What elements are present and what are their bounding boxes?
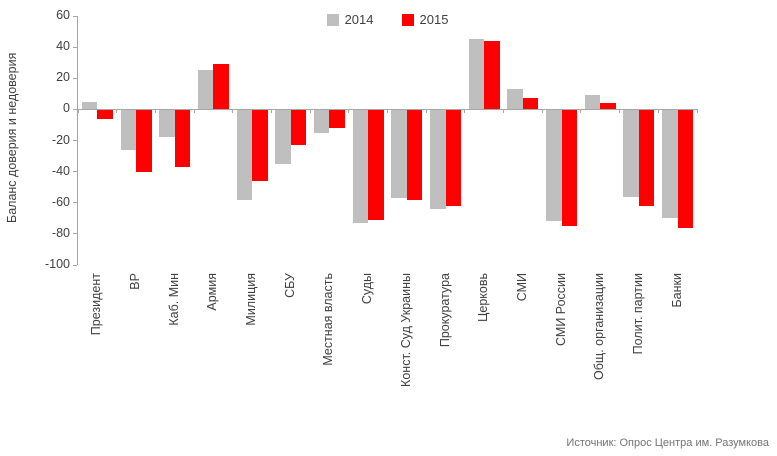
legend-label-2015: 2015 [419,12,449,27]
y-tick-label: 0 [63,101,70,116]
y-axis-tick [73,15,77,17]
y-axis-tick [73,140,77,141]
bar-2014-СМИ [507,89,523,110]
x-axis-tick [309,109,311,114]
bar-2015-Банки [677,109,694,228]
x-label-Прокуратура: Прокуратура [437,273,452,348]
bar-2015-СМИ [522,98,539,110]
y-tick-label: 60 [56,8,70,22]
x-label-Каб. Мин: Каб. Мин [166,273,181,326]
bar-2015-Местная власть [329,109,345,129]
legend-label-2014: 2014 [344,12,374,27]
y-axis-title: Баланс доверия и недоверия [5,52,19,224]
y-tick-label: -100 [44,257,70,271]
bar-2014-Местная власть [313,109,330,133]
x-label-Суды: Суды [360,273,375,305]
bar-2015-Армия [213,64,229,110]
x-axis-tick [348,109,350,114]
y-tick-label: -20 [51,132,70,147]
y-axis-tick [73,171,77,173]
bar-2015-Прокуратура [445,109,462,206]
bar-2014-Конст. Суд Украины [391,109,407,199]
y-axis-tick [73,202,77,204]
y-tick-label: 40 [56,39,70,54]
x-label-ВР: ВР [128,273,143,290]
x-label-Полит. партии: Полит. партии [630,273,645,355]
x-axis-tick [503,109,505,114]
x-axis-tick [619,109,621,114]
x-axis-tick [154,109,156,114]
x-axis-tick [193,109,195,114]
x-label-СМИ: СМИ [514,273,529,302]
x-label-Местная власть: Местная власть [321,273,336,366]
bar-2014-Милиция [236,109,253,200]
legend-item-2015: 2015 [401,12,449,27]
y-axis-tick [73,108,77,110]
x-axis-tick [387,109,388,114]
bar-2014-Банки [662,109,678,219]
bar-2014-Церковь [468,39,485,110]
legend-swatch-2014 [326,13,339,26]
bar-2014-Прокуратура [430,109,446,209]
x-axis-tick [232,109,234,114]
bar-2014-СМИ России [546,109,562,222]
x-label-Банки: Банки [669,273,684,308]
x-label-Президент: Президент [89,273,104,336]
y-axis-tick [73,46,77,48]
legend: 2014 2015 [78,12,697,27]
y-axis-tick [73,77,77,79]
bar-2014-СБУ [275,109,291,164]
x-label-СМИ России: СМИ России [553,273,568,346]
bar-2014-Полит. партии [623,109,639,197]
x-axis-tick [657,109,659,114]
bar-2015-Церковь [484,40,500,110]
bar-2015-Милиция [252,109,268,181]
bar-2015-Общ. организации [600,103,616,110]
legend-item-2014: 2014 [326,12,374,27]
bar-2014-ВР [120,109,137,150]
x-axis-tick [116,109,118,114]
y-tick-label: 20 [56,70,70,85]
x-axis-tick [696,109,698,114]
x-axis-tick [270,109,272,114]
x-label-СБУ: СБУ [282,273,297,298]
x-axis-tick [425,109,427,114]
y-axis-tick [73,233,77,235]
bar-2014-Общ. организации [584,95,601,110]
x-label-Армия: Армия [205,273,220,311]
x-label-Милиция: Милиция [244,273,259,326]
y-axis-line [77,16,78,265]
x-axis-tick [580,109,582,114]
bar-2014-Армия [197,70,214,110]
x-label-Конст. Суд Украины: Конст. Суд Украины [398,273,413,387]
bar-2015-СБУ [290,109,307,146]
y-tick-label: -60 [51,194,70,209]
y-tick-label: -40 [51,163,70,178]
bar-2015-Полит. партии [638,109,655,206]
source-caption: Источник: Опрос Центра им. Разумкова [566,437,769,449]
bar-2015-СМИ России [561,109,578,227]
bar-2015-Каб. Мин [174,109,191,167]
y-tick-label: -80 [51,225,70,240]
bar-2014-Суды [352,109,369,223]
x-axis-tick [77,109,79,114]
legend-swatch-2015 [401,13,414,26]
x-axis-tick [464,109,466,114]
bar-2014-Президент [81,101,98,110]
x-label-Общ. организации: Общ. организации [592,273,607,380]
x-label-Церковь: Церковь [476,273,491,322]
bar-2015-Конст. Суд Украины [406,109,423,200]
x-axis-tick [541,109,543,114]
y-axis-tick [73,264,77,266]
bar-2014-Каб. Мин [159,109,175,138]
bar-2015-Президент [97,109,113,119]
bar-2015-ВР [136,109,152,172]
bar-2015-Суды [368,109,384,220]
